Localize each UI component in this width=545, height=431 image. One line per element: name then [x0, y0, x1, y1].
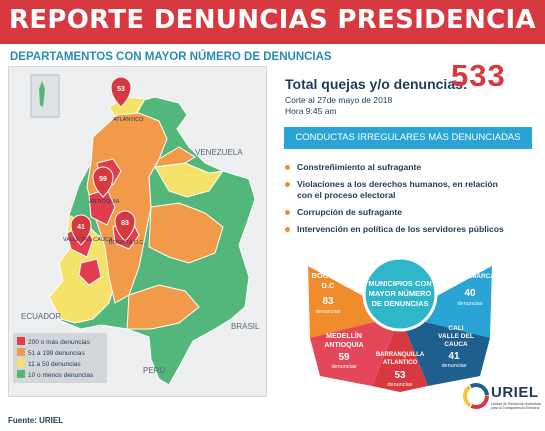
total-value: 533	[451, 58, 506, 93]
wheel-barranquilla-unit: denuncias	[387, 382, 412, 388]
marker-atlantico-value: 53	[117, 86, 125, 93]
marker-atlantico-label: ATLANTICO	[113, 117, 144, 123]
wheel-cali-name-1: CALI	[448, 325, 463, 332]
marker-bogota[interactable]: 83	[114, 210, 136, 242]
marker-antioquia-value: 59	[99, 176, 107, 183]
marker-bogota-value: 83	[121, 220, 129, 227]
wheel-segment-cali	[400, 316, 490, 386]
wheel-barranquilla-name-1: BARRANQUILLA	[376, 352, 425, 358]
map-legend: 200 o más denuncias 51 a 199 denuncias 1…	[13, 333, 107, 383]
wheel-bogota-name-1: BOGOTÁ	[312, 271, 345, 280]
marker-antioquia-label: ANTIOQUIA	[89, 199, 120, 205]
bullet-icon	[285, 182, 290, 187]
wheel-medellin-name-1: MEDELLÍN	[326, 331, 362, 340]
logo-name: URIEL	[491, 384, 539, 401]
wheel-center	[362, 256, 438, 332]
municipios-wheel: MUNICIPIOS CON MAYOR NÚMERO DE DENUNCIAS…	[308, 256, 495, 392]
wheel-segment-barranquilla	[372, 316, 428, 392]
legend-label-2: 11 a 50 denuncias	[28, 361, 81, 368]
legend-swatch-0	[17, 337, 25, 345]
wheel-segment-medellin	[310, 316, 400, 386]
cut-date: Corte al 27de mayo de 2018	[285, 95, 393, 105]
bullet-icon	[285, 210, 290, 215]
marker-valle-del-cauca-label: VALLE DEL CAUCA	[63, 237, 113, 243]
conduct-item: Violaciones a los derechos humanos, en r…	[285, 179, 535, 201]
wheel-center-line-1: MUNICIPIOS CON	[368, 279, 431, 288]
wheel-cali-name-3: CAUCA	[444, 341, 468, 348]
label-peru: PERÚ	[143, 366, 165, 375]
colombia-map: 53 ATLANTICO 59 ANTIOQUIA 41 VALLE DEL C…	[8, 66, 267, 397]
wheel-cali-unit: denuncias	[441, 363, 466, 369]
total-label: Total quejas y/o denuncias:	[285, 76, 468, 92]
marker-valle-del-cauca-value: 41	[77, 224, 85, 231]
logo-tagline: Unidad de Recepción Inmediata para la Tr…	[491, 402, 541, 410]
page-title: REPORTE DENUNCIAS PRESIDENCIA	[9, 5, 536, 35]
wheel-barranquilla-value: 53	[394, 370, 406, 381]
conducts-title-bar: CONDUCTAS IRREGULARES MÁS DENUNCIADAS	[284, 127, 532, 149]
conduct-item: Corrupción de sufragante	[285, 207, 535, 218]
label-ecuador: ECUADOR	[21, 312, 61, 321]
wheel-cali-name-2: VALLE DEL	[438, 333, 474, 340]
marker-bogota-label: BOGOTÁ D.C	[109, 239, 144, 246]
bullet-icon	[285, 227, 290, 232]
bullet-icon	[285, 165, 290, 170]
legend-swatch-1	[17, 348, 25, 356]
legend-label-3: 10 o menos denuncias	[28, 372, 94, 379]
wheel-center-line-3: DE DENUNCIAS	[371, 299, 428, 308]
wheel-medellin-value: 59	[338, 352, 350, 363]
wheel-cali-value: 41	[448, 351, 460, 362]
legend-label-0: 200 o más denuncias	[28, 339, 91, 346]
conduct-item: Constreñimiento al sufragante	[285, 162, 535, 173]
marker-antioquia[interactable]: 59	[92, 166, 114, 198]
marker-valle-del-cauca[interactable]: 41	[70, 214, 92, 246]
header-banner: REPORTE DENUNCIAS PRESIDENCIA	[0, 0, 545, 44]
label-venezuela: VENEZUELA	[195, 148, 243, 157]
legend-swatch-3	[17, 370, 25, 378]
wheel-bogota-name-2: D.C	[322, 281, 336, 290]
map-graphic: 53 ATLANTICO 59 ANTIOQUIA 41 VALLE DEL C…	[9, 67, 266, 396]
conduct-item: Intervención en política de los servidor…	[285, 224, 535, 235]
source-note: Fuente: URIEL	[8, 416, 64, 425]
uriel-logo-icon	[463, 383, 489, 409]
conducts-list: Constreñimiento al sufragante Violacione…	[285, 162, 535, 241]
wheel-barranquilla-name-2: ATLANTICO	[383, 360, 418, 366]
legend-label-1: 51 a 199 denuncias	[28, 350, 85, 357]
map-subtitle: DEPARTAMENTOS CON MAYOR NÚMERO DE DENUNC…	[10, 51, 332, 63]
wheel-bogota-value: 83	[322, 296, 334, 307]
wheel-cundinamarca-name: CUNDINAMARCA	[441, 273, 495, 280]
wheel-medellin-name-2: ANTIOQUIA	[324, 342, 363, 349]
label-brasil: BRASIL	[231, 322, 260, 331]
wheel-medellin-unit: denuncias	[331, 364, 356, 370]
wheel-bogota-unit: denuncias	[315, 309, 340, 315]
marker-atlantico[interactable]: 53	[110, 76, 132, 108]
cut-time: Hora 9:45 am	[285, 106, 337, 116]
wheel-cundinamarca-value: 40	[464, 288, 476, 299]
wheel-center-line-2: MAYOR NÚMERO	[369, 289, 432, 298]
legend-swatch-2	[17, 359, 25, 367]
wheel-cundinamarca-unit: denuncias	[457, 301, 482, 307]
